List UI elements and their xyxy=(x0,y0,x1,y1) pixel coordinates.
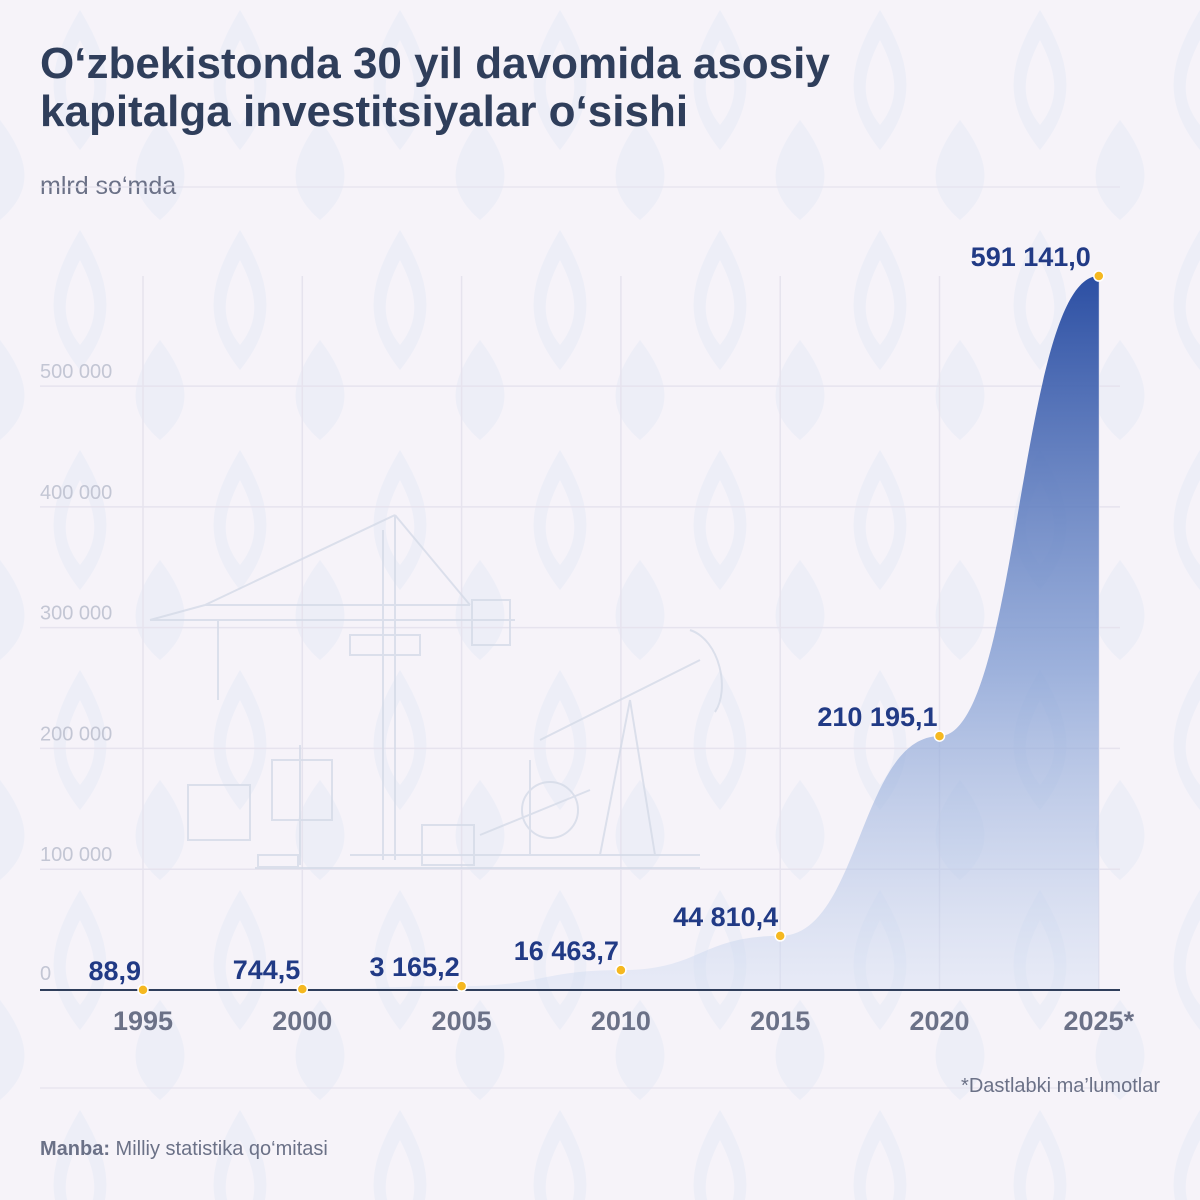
data-label: 3 165,2 xyxy=(370,952,460,982)
data-label: 744,5 xyxy=(233,955,301,985)
x-tick-label: 2005 xyxy=(432,1006,492,1036)
chart-title: O‘zbekistonda 30 yil davomida asosiy kap… xyxy=(40,40,1040,136)
x-tick-label: 1995 xyxy=(113,1006,173,1036)
data-point xyxy=(1093,270,1105,282)
x-tick-label: 2025* xyxy=(1064,1006,1135,1036)
y-tick-label: 300 000 xyxy=(40,603,112,625)
x-tick-label: 2010 xyxy=(591,1006,651,1036)
data-point xyxy=(296,983,309,995)
y-tick-label: 500 000 xyxy=(40,361,112,383)
x-axis-ticks: 1995 2000 2005 2010 2015 2020 2025* xyxy=(113,1006,1135,1036)
data-label: 591 141,0 xyxy=(971,242,1091,272)
data-point xyxy=(615,964,627,976)
y-tick-label: 100 000 xyxy=(40,844,112,866)
x-tick-label: 2000 xyxy=(272,1006,332,1036)
x-tick-label: 2015 xyxy=(750,1006,810,1036)
data-label: 210 195,1 xyxy=(817,702,937,732)
data-label: 88,9 xyxy=(88,956,141,986)
industrial-illustration xyxy=(149,514,723,869)
data-point xyxy=(137,984,149,996)
unit-label: mlrd so‘mda xyxy=(40,172,177,200)
data-labels: 88,9 744,5 3 165,2 16 463,7 44 810,4 210 195,… xyxy=(88,242,1090,986)
y-tick-label: 200 000 xyxy=(40,723,112,745)
data-label: 44 810,4 xyxy=(673,902,778,932)
source-text: Milliy statistika qo‘mitasi xyxy=(110,1138,328,1160)
area-fill xyxy=(143,276,1099,990)
footnote: *Dastlabki ma’lumotlar xyxy=(961,1075,1160,1097)
data-label: 16 463,7 xyxy=(514,936,619,966)
title-line-1: O‘zbekistonda 30 yil davomida asosiy xyxy=(40,39,830,88)
y-tick-label: 0 xyxy=(40,963,51,985)
y-axis-ticks: 0 100 000 200 000 300 000 400 000 500 000 xyxy=(40,361,112,985)
data-point xyxy=(774,930,786,942)
title-line-2: kapitalga investitsiyalar o‘sishi xyxy=(40,87,689,136)
x-tick-label: 2020 xyxy=(909,1006,969,1036)
y-tick-label: 400 000 xyxy=(40,482,112,504)
data-points xyxy=(137,270,1105,996)
source-label: Manba: xyxy=(40,1138,110,1160)
source-note: Manba: Milliy statistika qo‘mitasi xyxy=(40,1138,328,1161)
data-point xyxy=(455,980,468,992)
data-point xyxy=(933,730,946,742)
